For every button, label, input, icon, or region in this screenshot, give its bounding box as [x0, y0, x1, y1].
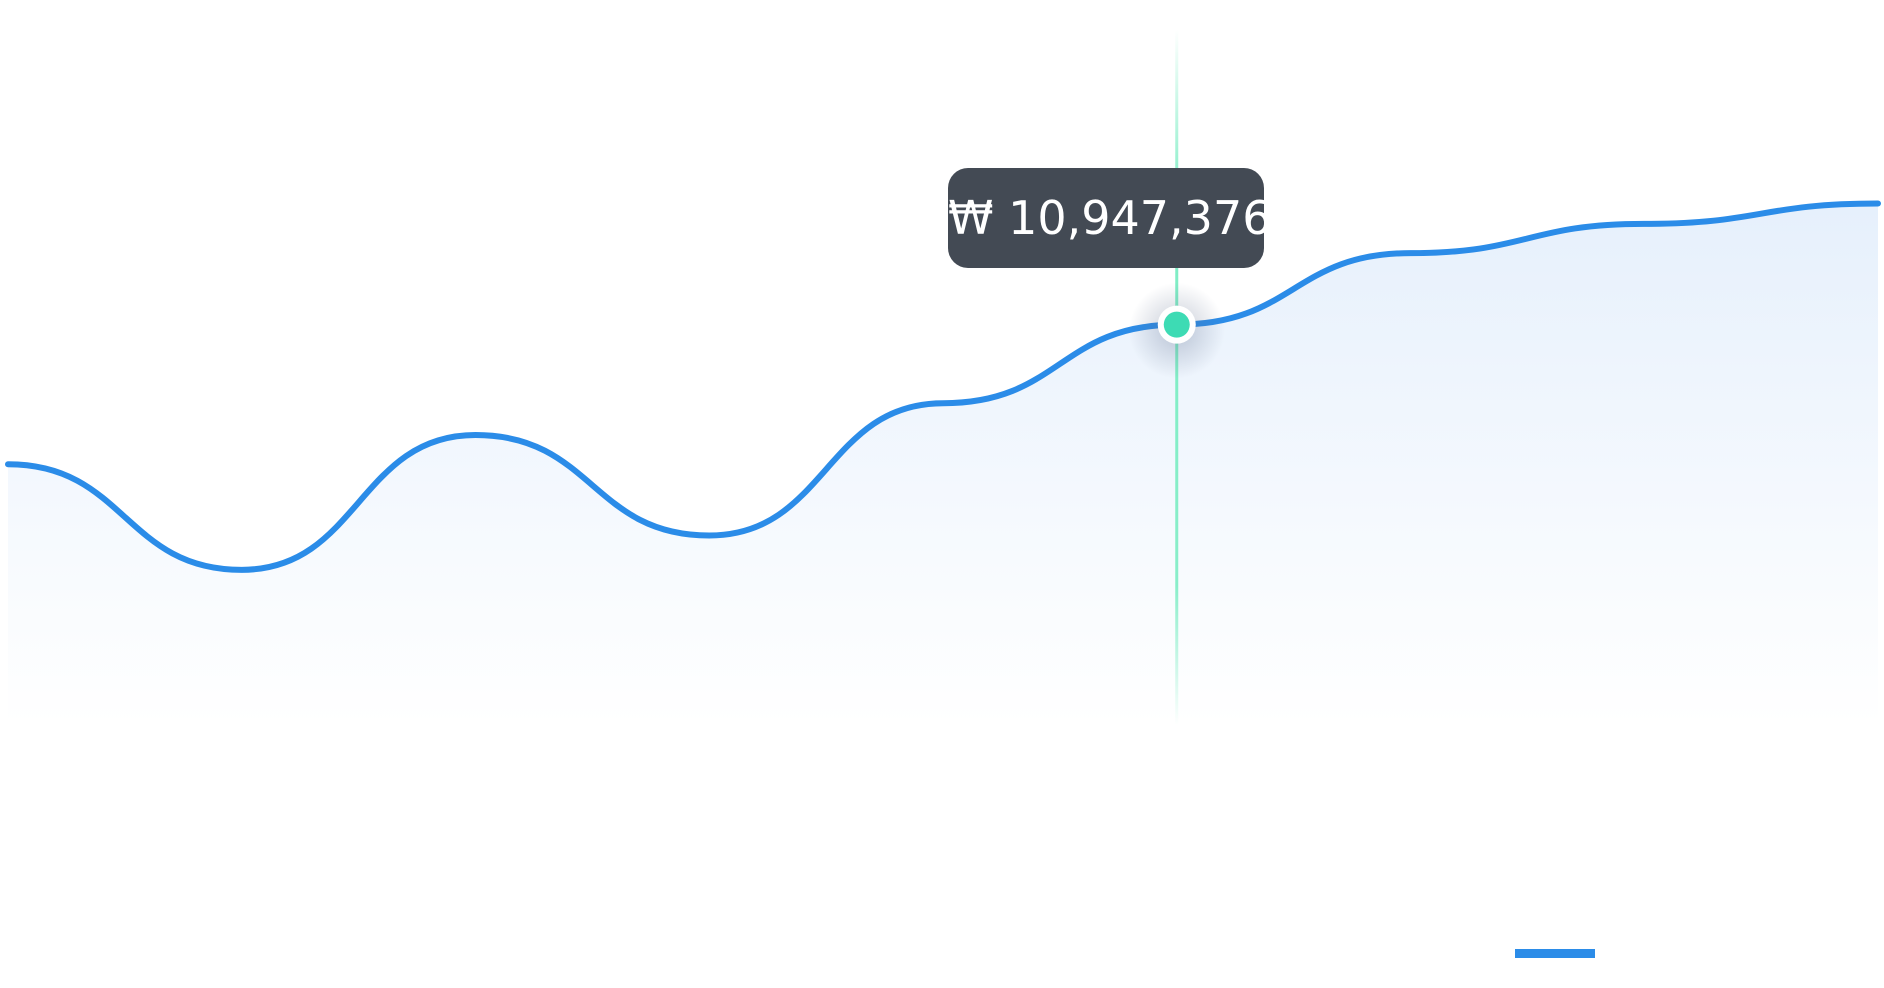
hover-point[interactable] [1163, 311, 1190, 338]
legend-series-swatch [1515, 949, 1595, 958]
series-line [5, 200, 1881, 573]
series-area-fill [8, 203, 1878, 725]
value-tooltip: ₩ 10,947,376 [948, 168, 1271, 268]
